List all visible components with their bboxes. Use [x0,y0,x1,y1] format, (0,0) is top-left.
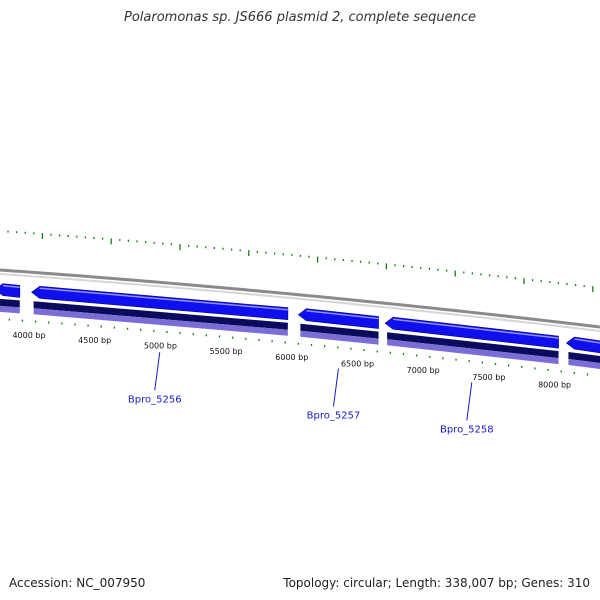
ruler-label: 6000 bp [275,353,308,362]
ruler-label: 4000 bp [12,331,45,340]
topology-summary: Topology: circular; Length: 338,007 bp; … [283,576,590,590]
cds-band-dark [300,323,379,339]
upper-tick-row [7,230,594,293]
gene-arrow [565,336,600,354]
cds-band-light [387,339,559,365]
gene-arrow [384,316,559,349]
backbone [0,268,600,332]
gene-feature[interactable] [0,283,21,314]
gene-feature[interactable] [31,285,289,336]
map-title: Polaromonas sp. JS666 plasmid 2, complet… [123,10,476,25]
ruler-label: 8000 bp [538,381,571,390]
cds-band-dark [568,352,600,363]
gene-highlight [306,309,379,320]
cds-band-light [300,330,379,345]
gene-highlight [39,287,288,311]
cds-band-dark [0,298,20,308]
gene-leader-line [332,368,339,407]
ruler-label: 5000 bp [144,341,177,350]
gene-track [0,283,600,370]
gene-highlight [2,284,20,289]
gene-highlight [393,318,559,339]
gene-name-label[interactable]: Bpro_5257 [307,411,361,422]
cds-band-dark [33,301,288,330]
backbone-outer-line [0,268,600,329]
gene-name-label[interactable]: Bpro_5256 [128,394,182,405]
ruler-label: 7000 bp [407,366,440,375]
gene-arrow [31,285,289,321]
gene-arrow [297,308,379,329]
ruler: 4000 bp 4500 bp 5000 bp 5500 bp 6000 bp 6500 … [8,318,589,390]
gene-name-label[interactable]: Bpro_5258 [440,424,494,435]
cds-band-light [33,308,288,336]
gene-leader-line [466,382,473,421]
gene-feature[interactable] [297,308,379,345]
ruler-label: 4500 bp [78,336,111,345]
ruler-label: 6500 bp [341,359,374,368]
gene-leader-line [154,352,161,391]
ruler-label: 7500 bp [472,373,505,382]
cds-band-light [568,359,600,369]
gene-feature[interactable] [384,316,559,365]
ruler-label: 5500 bp [210,347,243,356]
cds-band-dark [387,332,559,359]
backbone-inner-line [0,273,600,332]
gene-labels: Bpro_5256 Bpro_5257 Bpro_5258 [128,352,494,435]
accession-text: Accession: NC_007950 [9,576,146,590]
cds-band-light [0,305,20,314]
gene-feature[interactable] [565,336,600,370]
